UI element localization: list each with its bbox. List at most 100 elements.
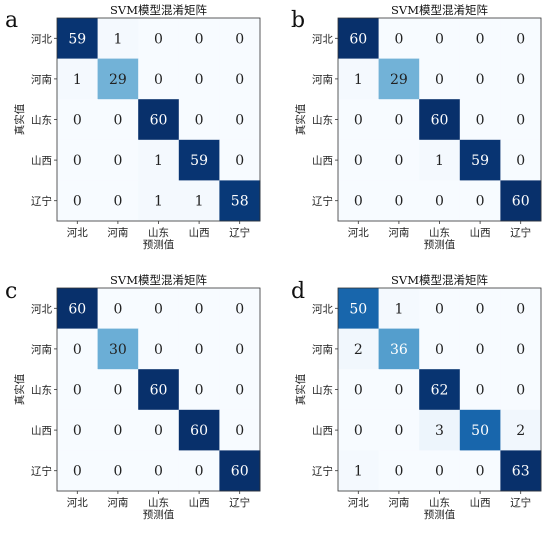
cell-value: 0 [435,342,444,358]
cell-value: 50 [349,301,367,317]
heatmap-cell [500,58,542,100]
cell-value: 50 [471,423,489,439]
cell-value: 0 [476,464,485,480]
heatmap-cell [419,409,461,451]
y-tick-label: 山西 [31,425,52,437]
heatmap-cell [459,58,501,100]
cell-value: 0 [195,342,204,358]
cell-value: 30 [109,342,127,358]
y-tick-label: 山西 [31,155,52,167]
cell-value: 60 [349,31,367,47]
heatmap-cell [419,328,461,370]
chart-title: SVM模型混淆矩阵 [110,3,207,17]
cell-value: 60 [68,301,86,317]
heatmap-cell [378,18,420,59]
y-tick-label: 辽宁 [31,465,52,478]
x-axis-label: 预测值 [143,238,175,251]
chart-title: SVM模型混淆矩阵 [110,273,207,287]
heatmap-cell [338,180,379,222]
x-tick-label: 辽宁 [510,226,531,239]
cell-value: 0 [235,423,244,439]
heatmap-cell [178,18,220,59]
heatmap-cell [378,369,420,411]
heatmap-cell [338,369,379,411]
cell-value: 1 [195,194,204,210]
heatmap-cell [378,180,420,222]
cell-value: 0 [394,113,403,129]
cell-value: 59 [68,31,86,47]
heatmap-cell [419,139,461,181]
heatmap-cell [219,409,261,451]
panel-letter: c [5,279,17,304]
cell-value: 0 [235,153,244,169]
heatmap-cell [419,180,461,222]
y-axis-label: 真实值 [294,373,307,405]
heatmap-cell [138,139,180,181]
cell-value: 0 [394,383,403,399]
x-tick-label: 山西 [189,497,210,509]
cell-value: 1 [394,301,403,317]
panel-letter: b [291,8,305,33]
cell-value: 0 [394,464,403,480]
cell-value: 60 [512,194,530,210]
heatmap-cell [138,18,180,59]
cell-value: 0 [235,342,244,358]
cell-value: 0 [354,423,363,439]
cell-value: 0 [195,301,204,317]
heatmap-cell [219,139,261,181]
chart-title: SVM模型混淆矩阵 [391,3,488,17]
cell-value: 58 [231,194,249,210]
cell-value: 0 [73,153,82,169]
x-tick-label: 辽宁 [510,496,531,509]
cell-value: 1 [73,72,82,88]
chart-title: SVM模型混淆矩阵 [391,273,488,287]
heatmap-cell [97,58,139,100]
heatmap-cell [138,58,180,100]
heatmap-cell [97,180,139,222]
x-tick-label: 山东 [429,226,450,239]
heatmap-cell [178,288,220,329]
cell-value: 0 [113,194,122,210]
cell-value: 29 [109,72,127,88]
cell-value: 0 [476,72,485,88]
cell-value: 0 [476,31,485,47]
confusion-matrix-panel-c: c SVM模型混淆矩阵 60 0 0 0 0 0 30 0 0 0 0 0 60 0 0 0 0 0 60 0 0 0 0 0 60… [5,273,261,521]
cell-value: 0 [435,301,444,317]
heatmap-cell [138,369,180,411]
heatmap-cell [419,58,461,100]
x-tick-label: 山东 [148,496,169,509]
panel-letter: d [291,279,305,304]
cell-value: 0 [235,113,244,129]
cell-value: 0 [73,383,82,399]
cell-value: 1 [354,464,363,480]
cell-value: 0 [394,31,403,47]
heatmap-cell [338,450,379,492]
heatmap-cell [500,328,542,370]
cell-value: 0 [73,464,82,480]
heatmap-cell [219,180,261,222]
x-tick-label: 山西 [470,227,491,239]
heatmap-cell [219,18,261,59]
cell-value: 0 [435,194,444,210]
heatmap-cell [97,288,139,329]
cell-value: 0 [154,464,163,480]
y-axis-label: 真实值 [13,373,26,405]
y-tick-label: 辽宁 [312,195,333,208]
heatmap-cell [57,139,98,181]
heatmap-cell [419,369,461,411]
heatmap-cell [178,180,220,222]
heatmap-cell [57,369,98,411]
cell-value: 0 [394,423,403,439]
cell-value: 0 [154,301,163,317]
y-tick-label: 河北 [31,33,52,45]
x-tick-label: 河南 [107,496,128,509]
cell-value: 0 [113,153,122,169]
heatmap-cell [338,18,379,59]
cell-value: 0 [113,464,122,480]
heatmap-cell [338,99,379,141]
cell-value: 0 [113,301,122,317]
heatmap-cell [178,58,220,100]
cell-value: 0 [476,301,485,317]
y-tick-label: 山东 [31,384,52,397]
heatmap-cell [419,99,461,141]
